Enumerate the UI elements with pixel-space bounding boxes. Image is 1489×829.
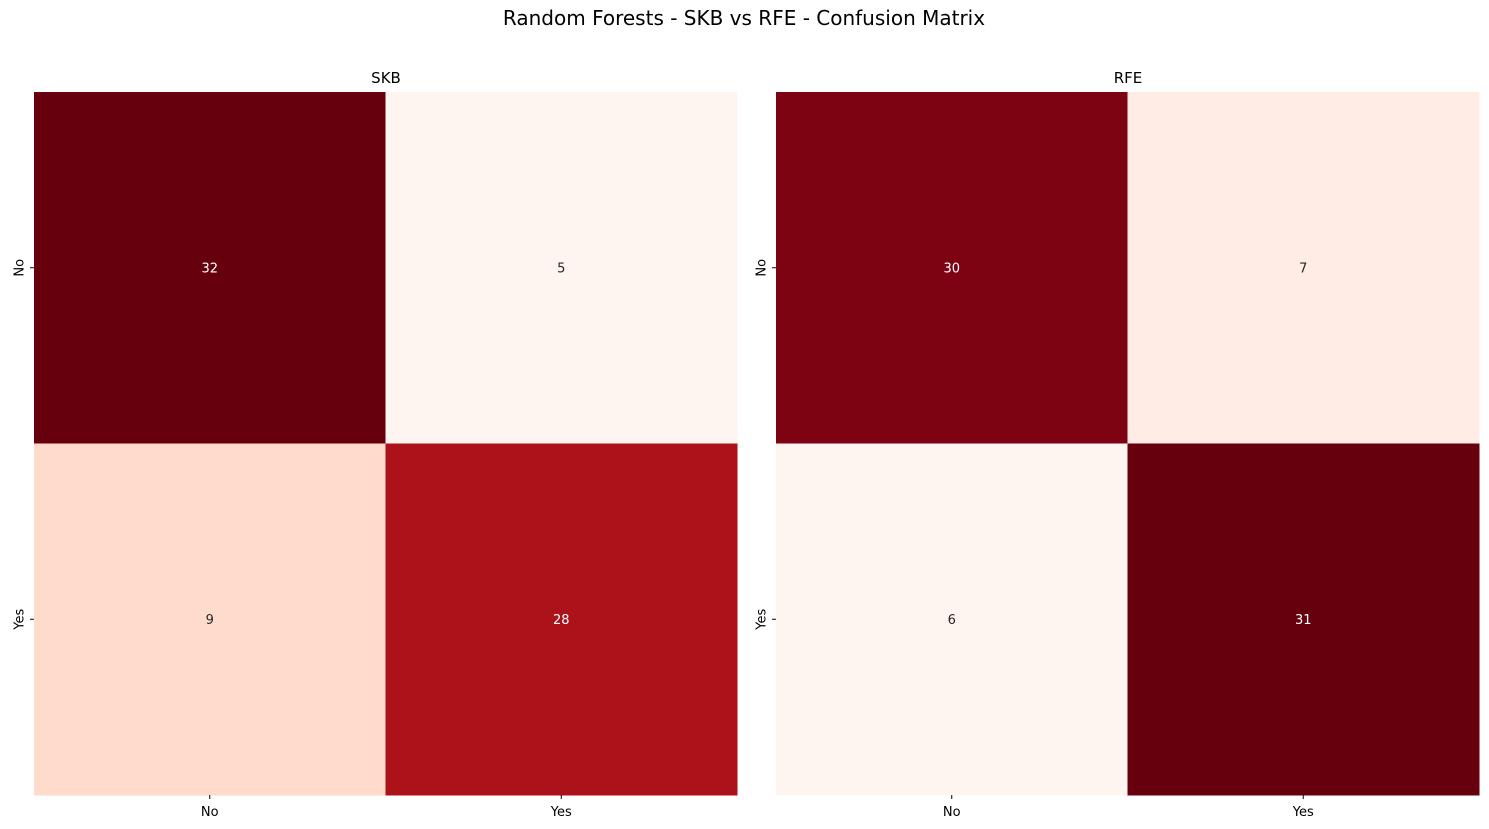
panel-title: RFE: [1114, 69, 1143, 87]
heatmap-cell: [385, 92, 738, 444]
cell-annotations: 30 7 6 31: [943, 261, 1311, 628]
heatmap-cell: [776, 92, 1128, 444]
y-tick-label: No: [13, 259, 28, 277]
cell-value-label: 6: [948, 613, 956, 628]
heatmap-cell: [1127, 92, 1480, 444]
cell-annotations: 32 5 9 28: [201, 261, 569, 628]
heatmap-cells: [776, 92, 1480, 796]
cell-value-label: 31: [1295, 613, 1312, 628]
heatmap-panel-skb: SKB 32 5 9 28 No Yes No Yes: [13, 69, 738, 820]
cell-value-label: 7: [1299, 261, 1307, 276]
heatmap-panel-rfe: RFE 30 7 6 31 No Yes No Yes: [755, 69, 1480, 820]
heatmap-cell: [385, 443, 738, 796]
cell-value-label: 30: [943, 261, 960, 276]
x-tick-label: No: [201, 805, 219, 820]
y-axis-ticks: No Yes: [13, 259, 34, 631]
x-tick-label: No: [943, 805, 961, 820]
x-axis-ticks: No Yes: [201, 795, 572, 820]
panel-title: SKB: [371, 69, 401, 87]
y-tick-label: Yes: [755, 609, 770, 631]
y-tick-label: Yes: [13, 609, 28, 631]
cell-value-label: 32: [201, 261, 218, 276]
x-axis-ticks: No Yes: [943, 795, 1314, 820]
cell-value-label: 28: [553, 613, 570, 628]
heatmap-cell: [34, 92, 386, 444]
figure-title: Random Forests - SKB vs RFE - Confusion …: [503, 6, 985, 30]
y-tick-label: No: [755, 259, 770, 277]
x-tick-label: Yes: [1292, 805, 1314, 820]
heatmap-cell: [1127, 443, 1480, 796]
heatmap-cell: [34, 443, 386, 796]
heatmap-cell: [776, 443, 1128, 796]
y-axis-ticks: No Yes: [755, 259, 776, 631]
cell-value-label: 9: [206, 613, 214, 628]
heatmap-cells: [34, 92, 738, 796]
cell-value-label: 5: [557, 261, 565, 276]
x-tick-label: Yes: [550, 805, 572, 820]
